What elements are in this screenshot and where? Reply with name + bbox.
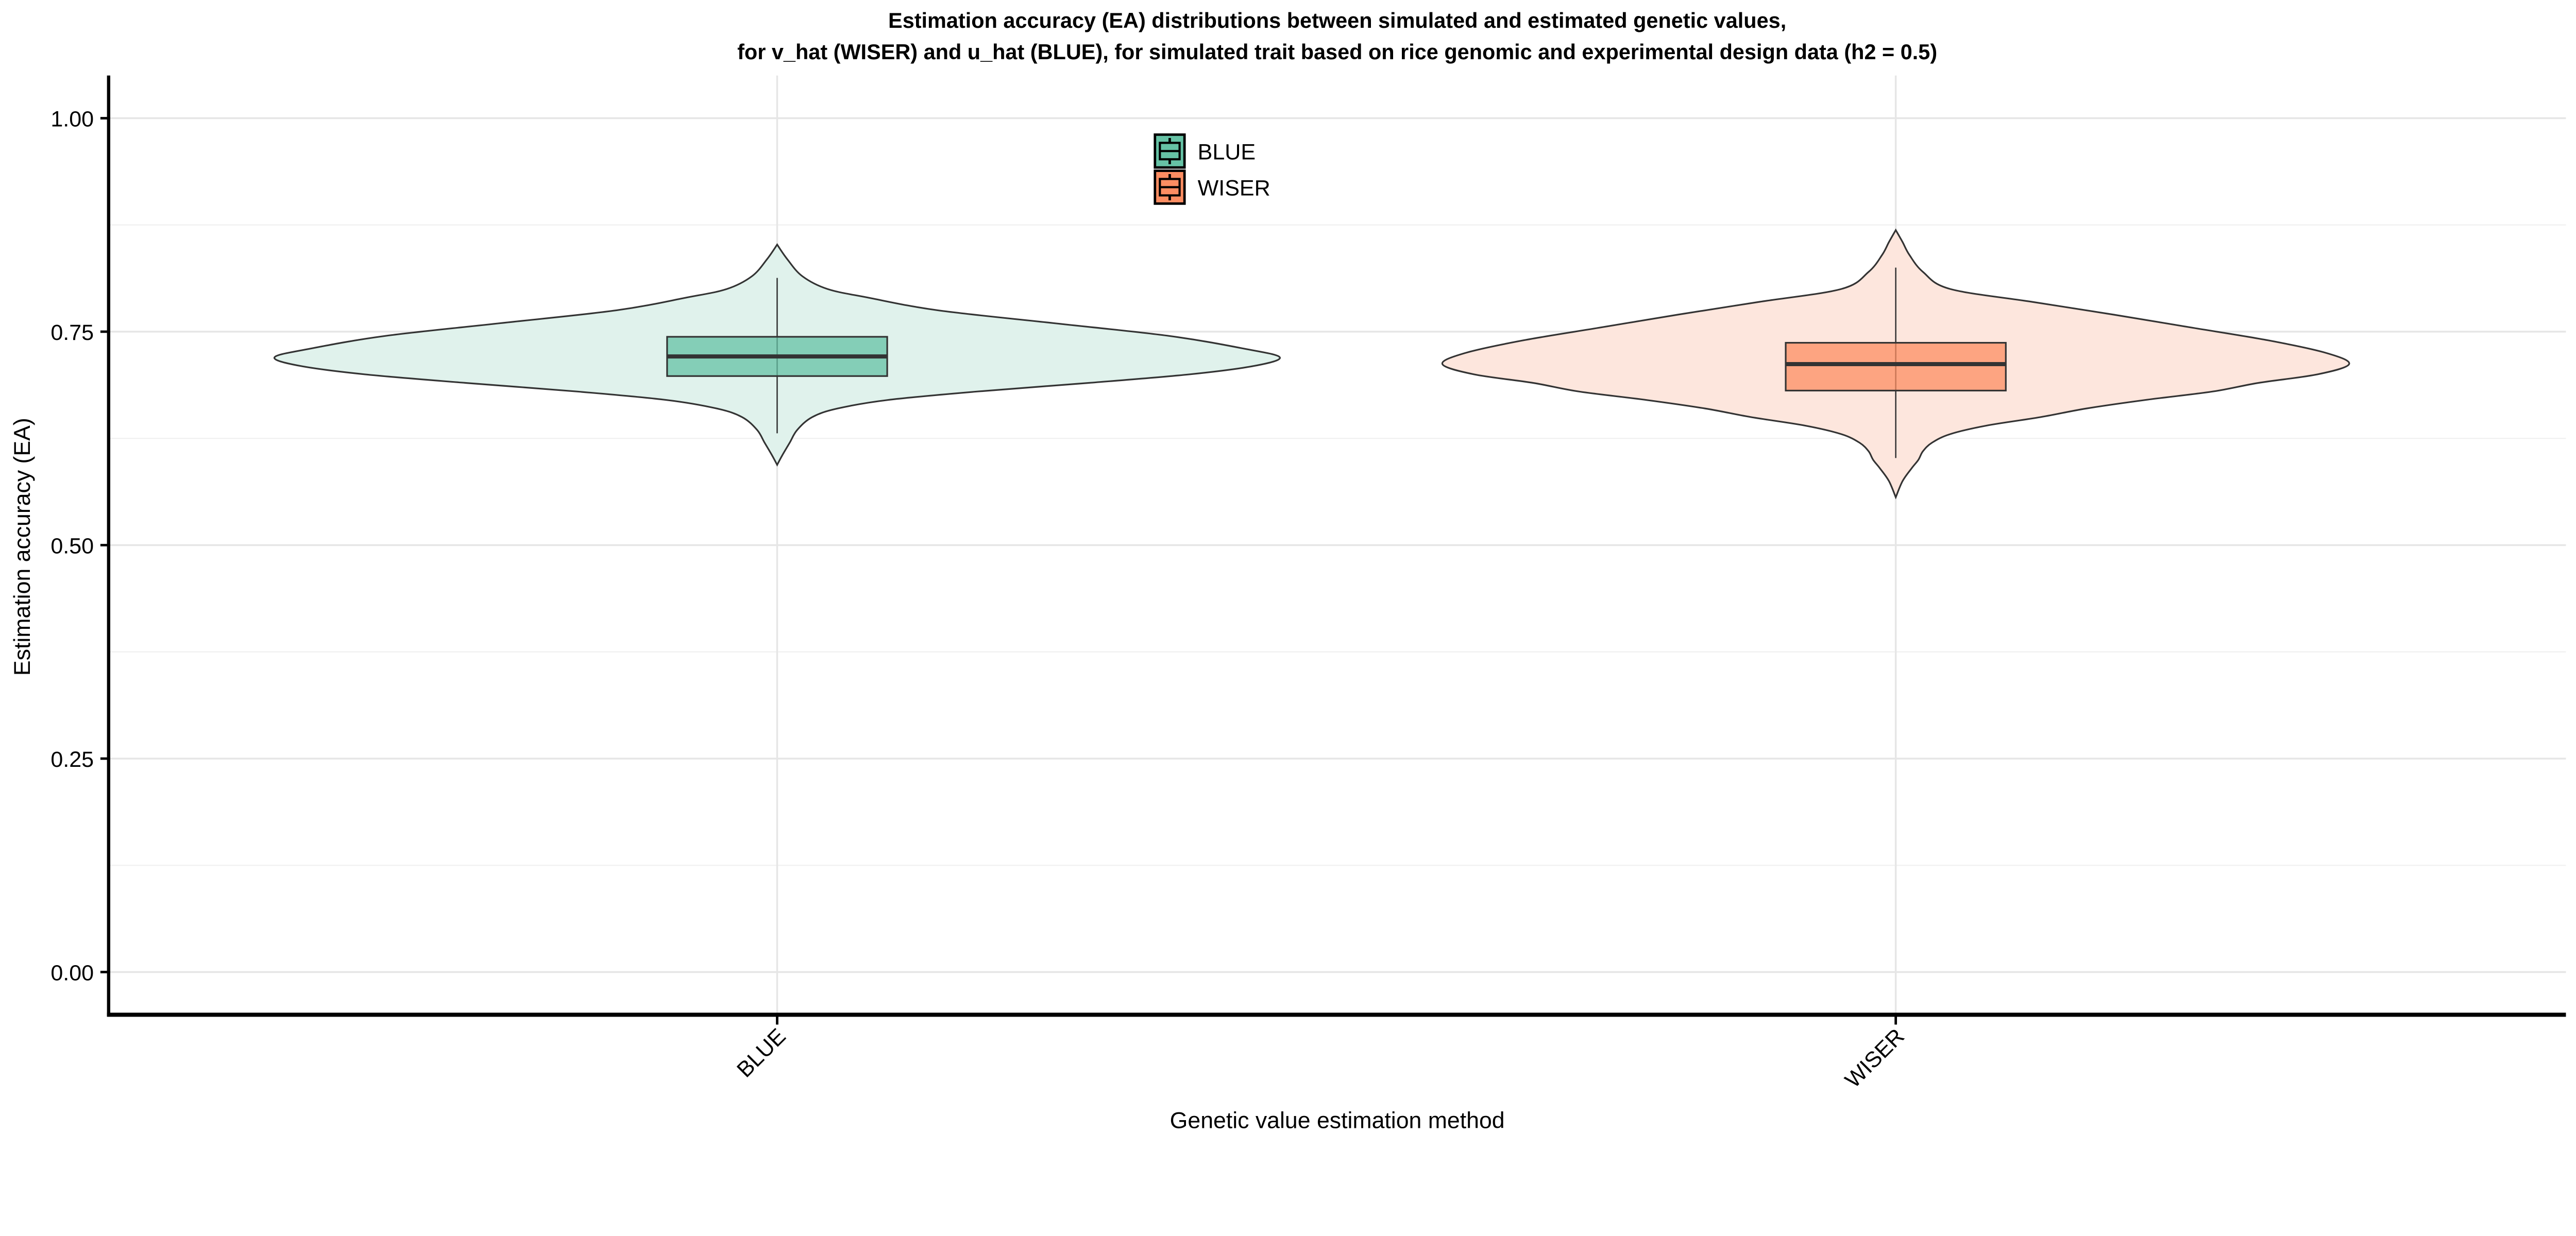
grid [108,75,2566,1015]
violins [274,228,2350,500]
y-tick-label: 0.75 [50,320,94,345]
y-tick-label: 0.25 [50,747,94,772]
chart-title-line-1: Estimation accuracy (EA) distributions b… [888,8,1786,32]
y-axis-label: Estimation accuracy (EA) [10,418,35,676]
x-ticks: BLUE WISER [732,1015,1909,1093]
legend-label: WISER [1198,176,1270,200]
chart-title-line-2: for v_hat (WISER) and u_hat (BLUE), for … [737,40,1937,64]
y-tick-label: 1.00 [50,107,94,131]
legend-item-wiser: WISER [1154,169,1270,205]
x-tick-label: WISER [1840,1024,1909,1093]
legend: BLUE WISER [1154,133,1270,205]
legend-item-blue: BLUE [1154,133,1256,169]
y-tick-label: 0.50 [50,534,94,558]
box [1785,341,2007,392]
y-tick-label: 0.00 [50,960,94,985]
legend-label: BLUE [1198,140,1256,164]
y-ticks: 0.00 0.25 0.50 0.75 1.00 [50,107,109,985]
violin-chart: Estimation accuracy (EA) distributions b… [10,8,2566,1133]
x-tick-label: BLUE [732,1024,790,1082]
violin-group-wiser [1442,228,2350,500]
x-axis-label: Genetic value estimation method [1170,1108,1505,1133]
violin-group-blue [274,243,1281,467]
